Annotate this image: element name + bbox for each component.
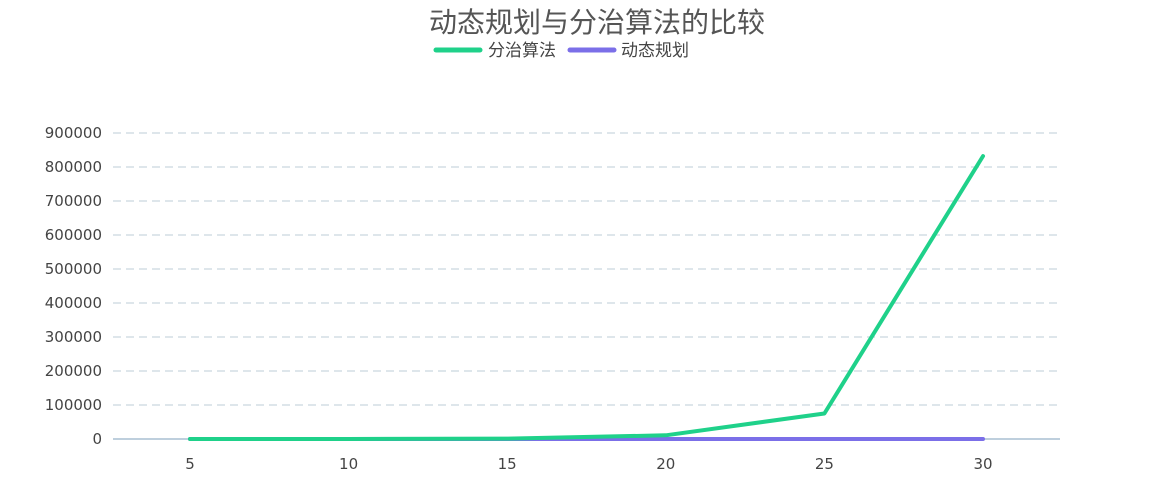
y-tick-label: 100000 [45,396,102,414]
series-line [188,154,985,441]
y-tick-label: 400000 [45,294,102,312]
x-tick-label: 25 [815,455,834,473]
x-tick-label: 20 [656,455,675,473]
chart-title: 动态规划与分治算法的比较 [429,6,765,39]
y-tick-label: 800000 [45,158,102,176]
y-tick-label: 600000 [45,226,102,244]
y-tick-label: 0 [92,430,102,448]
x-tick-label: 30 [973,455,992,473]
y-tick-label: 200000 [45,362,102,380]
legend-label: 动态规划 [621,41,689,61]
y-tick-label: 300000 [45,328,102,346]
grid-lines [113,132,1060,406]
x-tick-label: 10 [339,455,358,473]
y-axis: 0 100000 200000 300000 400000 500000 600000 700… [45,124,102,448]
legend-label: 分治算法 [488,41,556,61]
x-tick-label: 5 [185,455,195,473]
y-tick-label: 700000 [45,192,102,210]
legend: 分治算法 动态规划 [433,41,689,61]
x-tick-label: 15 [498,455,517,473]
y-tick-label: 900000 [45,124,102,142]
y-tick-label: 500000 [45,260,102,278]
x-axis: 5 10 15 20 25 30 [113,438,1060,473]
series-layer [188,154,985,441]
